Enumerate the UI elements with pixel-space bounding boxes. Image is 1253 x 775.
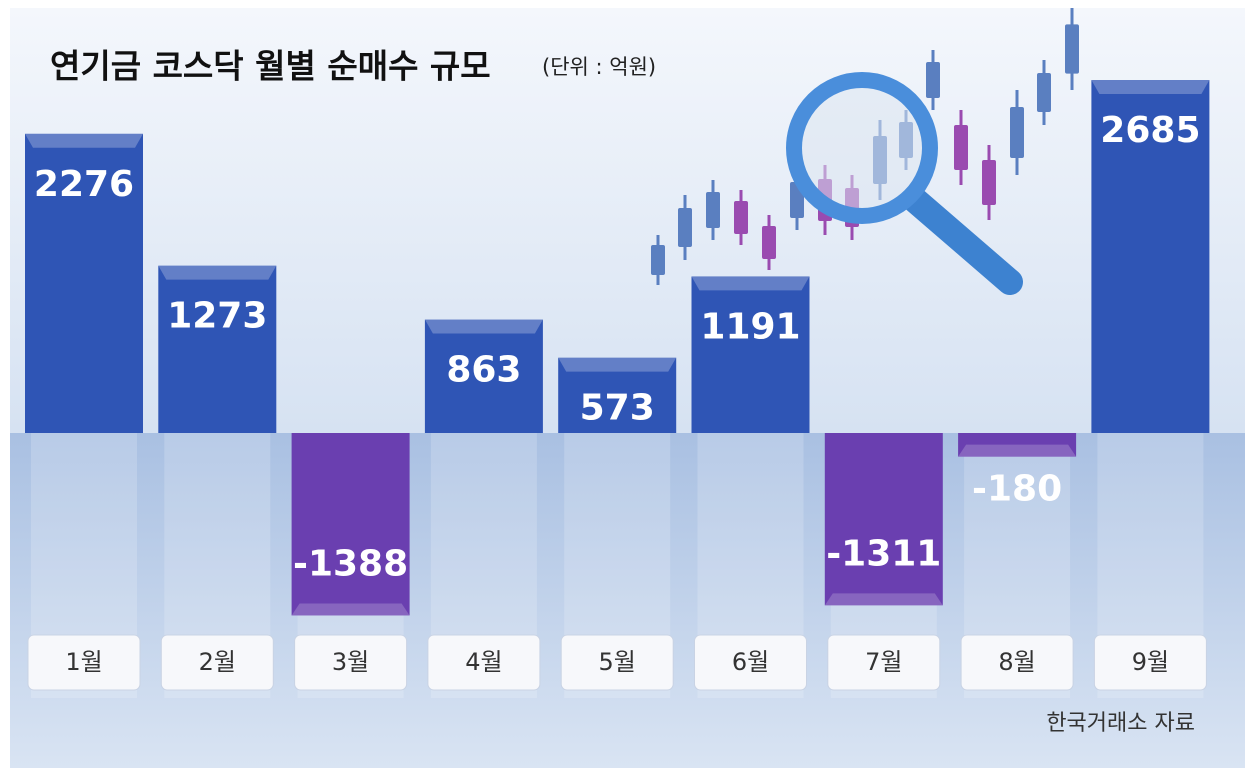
x-tick-label: 5월 bbox=[599, 648, 636, 676]
bar-bottom-bevel bbox=[958, 444, 1077, 457]
value-label: 1191 bbox=[700, 306, 800, 347]
bar bbox=[25, 133, 143, 433]
bar bbox=[824, 433, 943, 606]
value-label: 863 bbox=[446, 350, 521, 391]
month-box bbox=[960, 634, 1074, 691]
source: 한국거래소 자료 bbox=[1046, 711, 1195, 736]
magnifier-handle bbox=[902, 187, 1023, 295]
x-tick-label: 9월 bbox=[1132, 648, 1169, 676]
candle-body bbox=[982, 160, 996, 205]
bar bbox=[158, 265, 277, 433]
background-bottom bbox=[10, 433, 1245, 768]
candle-body bbox=[651, 245, 665, 275]
x-tick-label: 8월 bbox=[998, 648, 1035, 676]
bar bbox=[1091, 80, 1210, 433]
candle-body bbox=[678, 208, 692, 247]
bar-top-bevel bbox=[1091, 80, 1210, 94]
value-label: -180 bbox=[972, 469, 1062, 510]
bar-bottom-bevel bbox=[824, 593, 943, 606]
x-tick-label: 7월 bbox=[865, 648, 902, 676]
month-box bbox=[827, 634, 941, 691]
month-box bbox=[27, 634, 141, 691]
bar bbox=[958, 433, 1077, 457]
chart-title: 연기금 코스닥 월별 순매수 규모 bbox=[50, 47, 491, 86]
bar-top-bevel bbox=[558, 357, 677, 372]
x-tick-label: 1월 bbox=[65, 648, 102, 676]
value-label: -1311 bbox=[826, 533, 941, 574]
bar-bottom-bevel bbox=[291, 603, 410, 616]
candle-body bbox=[926, 62, 940, 98]
month-box bbox=[560, 634, 674, 691]
month-box bbox=[427, 634, 541, 691]
x-tick-label: 4월 bbox=[465, 648, 502, 676]
candle-body bbox=[734, 201, 748, 234]
candle-body bbox=[706, 192, 720, 228]
candle-body bbox=[1065, 24, 1079, 74]
value-label: -1388 bbox=[293, 543, 408, 584]
bar bbox=[424, 319, 543, 433]
candle-body bbox=[1010, 107, 1024, 158]
candle-body bbox=[762, 226, 776, 259]
bar-top-bevel bbox=[158, 265, 277, 280]
magnifier-lens bbox=[786, 72, 938, 224]
value-label: 2685 bbox=[1100, 110, 1200, 151]
value-label: 1273 bbox=[167, 296, 267, 337]
x-tick-label: 3월 bbox=[332, 648, 369, 676]
bar-top-bevel bbox=[691, 276, 810, 291]
candle-body bbox=[954, 125, 968, 170]
bar-top-bevel bbox=[424, 319, 543, 334]
candle-body bbox=[1037, 73, 1051, 112]
bar bbox=[291, 433, 410, 616]
month-box bbox=[694, 634, 807, 691]
value-label: 573 bbox=[580, 388, 655, 429]
chart-subtitle: (단위 : 억원) bbox=[542, 55, 656, 79]
bar bbox=[691, 276, 810, 433]
decoration bbox=[651, 8, 1079, 295]
month-box bbox=[1093, 634, 1207, 691]
x-tick-label: 6월 bbox=[732, 648, 769, 676]
value-label: 2276 bbox=[34, 164, 134, 205]
month-box bbox=[160, 634, 274, 691]
bar-top-bevel bbox=[25, 133, 143, 148]
x-tick-label: 2월 bbox=[199, 648, 236, 676]
month-box bbox=[294, 634, 408, 691]
bar bbox=[558, 357, 677, 433]
